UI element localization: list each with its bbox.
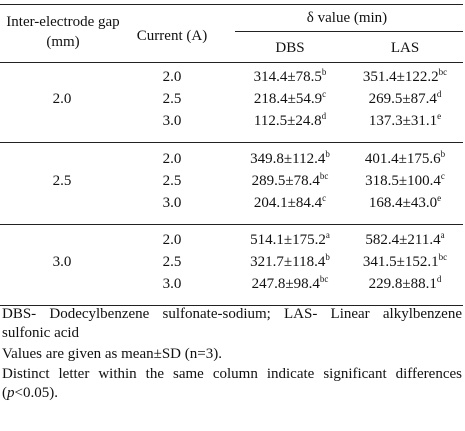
footnote-italic: p — [7, 385, 15, 401]
cell-superscript: bc — [438, 67, 448, 77]
rule — [235, 31, 463, 32]
cell: 351.4±122.2bc — [363, 68, 447, 86]
current-value: 2.5 — [162, 173, 182, 189]
cell-value: 401.4±175.6 — [364, 151, 441, 167]
cell-value: 112.5±24.8 — [253, 113, 322, 129]
cell-value: 341.5±152.1 — [362, 254, 439, 270]
cell-value: 314.4±78.5 — [253, 69, 322, 85]
cell-value: 269.5±87.4 — [368, 91, 437, 107]
cell: 401.4±175.6b — [365, 150, 445, 168]
current-value: 3.0 — [162, 195, 182, 211]
cell: 137.3±31.1e — [369, 112, 441, 130]
current-value: 2.0 — [162, 69, 182, 85]
footnote: Values are given as mean±SD (n=3). — [2, 346, 222, 362]
header-delta: δ value (min) — [306, 10, 388, 26]
cell: 582.4±211.4a — [365, 231, 444, 249]
cell-superscript: d — [321, 111, 327, 121]
cell-value: 229.8±88.1 — [368, 276, 437, 292]
footnote: DBS- Dodecylbenzene sulfonate-sodium; LA… — [2, 306, 462, 341]
cell-superscript: d — [436, 89, 442, 99]
footnote-text: <0.05). — [14, 385, 58, 401]
gap-value: 3.0 — [52, 254, 72, 270]
current-value: 2.0 — [162, 151, 182, 167]
cell-superscript: bc — [438, 252, 448, 262]
cell: 168.4±43.0e — [369, 194, 441, 212]
cell: 229.8±88.1d — [369, 275, 442, 293]
cell-superscript: e — [437, 111, 442, 121]
cell-superscript: c — [440, 171, 445, 181]
current-value: 3.0 — [162, 113, 182, 129]
cell-value: 514.1±175.2 — [250, 232, 326, 248]
cell-superscript: c — [322, 89, 327, 99]
rule — [0, 4, 463, 5]
rule — [0, 142, 463, 143]
rule — [0, 305, 463, 306]
cell: 318.5±100.4c — [365, 172, 445, 190]
cell-value: 247.8±98.4 — [251, 276, 320, 292]
cell-value: 349.8±112.4 — [250, 151, 326, 167]
gap-value: 2.5 — [52, 173, 72, 189]
header-las: LAS — [390, 40, 420, 56]
footnote-text: Distinct letter within the same column i… — [2, 366, 462, 401]
cell-value: 351.4±122.2 — [362, 69, 439, 85]
cell-superscript: a — [325, 230, 330, 240]
cell: 247.8±98.4bc — [252, 275, 329, 293]
rule — [0, 224, 463, 225]
cell: 321.7±118.4b — [250, 253, 330, 271]
cell-superscript: e — [437, 193, 442, 203]
cell-superscript: b — [325, 149, 330, 159]
cell-superscript: b — [440, 149, 446, 159]
cell: 218.4±54.9c — [254, 90, 326, 108]
cell: 349.8±112.4b — [250, 150, 330, 168]
rule — [0, 62, 463, 63]
cell-value: 582.4±211.4 — [365, 232, 441, 248]
current-value: 2.0 — [162, 232, 182, 248]
cell-superscript: b — [325, 252, 330, 262]
cell-superscript: d — [436, 274, 442, 284]
cell-value: 218.4±54.9 — [253, 91, 323, 107]
current-value: 3.0 — [162, 276, 182, 292]
cell: 269.5±87.4d — [369, 90, 442, 108]
cell: 204.1±84.4c — [254, 194, 326, 212]
cell: 514.1±175.2a — [250, 231, 330, 249]
cell-value: 321.7±118.4 — [250, 254, 326, 270]
header-current: Current (A) — [136, 28, 208, 44]
cell-value: 318.5±100.4 — [365, 173, 441, 189]
cell: 289.5±78.4bc — [252, 172, 329, 190]
cell-superscript: b — [321, 67, 327, 77]
cell: 341.5±152.1bc — [363, 253, 447, 271]
cell-superscript: c — [322, 193, 327, 203]
cell-superscript: bc — [319, 171, 329, 181]
cell-value: 137.3±31.1 — [368, 113, 438, 129]
current-value: 2.5 — [162, 254, 182, 270]
cell-superscript: a — [440, 230, 445, 240]
cell: 112.5±24.8d — [254, 112, 326, 130]
cell: 314.4±78.5b — [254, 68, 327, 86]
cell-value: 289.5±78.4 — [251, 173, 320, 189]
cell-value: 168.4±43.0 — [368, 195, 438, 211]
cell-superscript: bc — [319, 274, 329, 284]
footnote: Distinct letter within the same column i… — [2, 365, 462, 403]
header-gap: Inter-electrode gap (mm) — [6, 14, 120, 50]
gap-value: 2.0 — [52, 91, 72, 107]
header-dbs: DBS — [275, 40, 305, 56]
current-value: 2.5 — [162, 91, 182, 107]
cell-value: 204.1±84.4 — [253, 195, 323, 211]
